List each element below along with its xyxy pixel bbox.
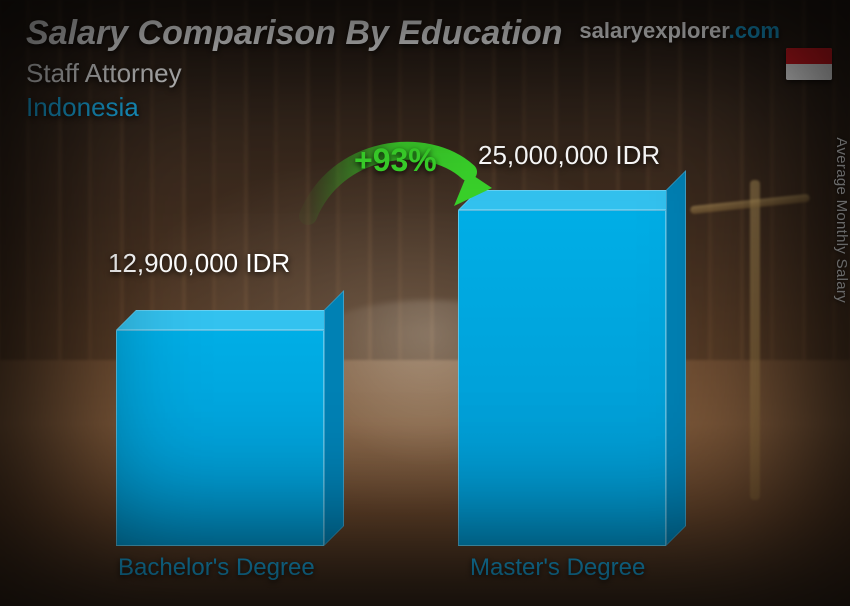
y-axis-label: Average Monthly Salary xyxy=(834,137,850,303)
increase-percent: +93% xyxy=(354,142,437,179)
page-title: Salary Comparison By Education xyxy=(26,14,563,53)
bar-side-face xyxy=(666,170,686,546)
bar-value-bachelor: 12,900,000 IDR xyxy=(108,248,290,279)
job-title: Staff Attorney xyxy=(26,58,182,89)
country-flag-icon xyxy=(786,48,832,80)
background-scale-pole xyxy=(750,180,760,500)
bar-master xyxy=(458,210,666,546)
brand-logo: salaryexplorer.com xyxy=(579,18,780,44)
bar-label-master: Master's Degree xyxy=(470,554,645,582)
bar-label-bachelor: Bachelor's Degree xyxy=(118,554,315,582)
brand-suffix: .com xyxy=(729,18,780,43)
infographic-stage: Salary Comparison By Education Staff Att… xyxy=(0,0,850,606)
brand-prefix: salaryexplorer xyxy=(579,18,728,43)
flag-top-stripe xyxy=(786,48,832,64)
country-name: Indonesia xyxy=(26,92,139,123)
bar-top-face xyxy=(116,310,344,330)
flag-bottom-stripe xyxy=(786,64,832,80)
bar-side-face xyxy=(324,290,344,546)
bar-front-face xyxy=(458,210,666,546)
bar-front-face xyxy=(116,330,324,546)
bar-value-master: 25,000,000 IDR xyxy=(478,140,660,171)
bar-bachelor xyxy=(116,330,324,546)
